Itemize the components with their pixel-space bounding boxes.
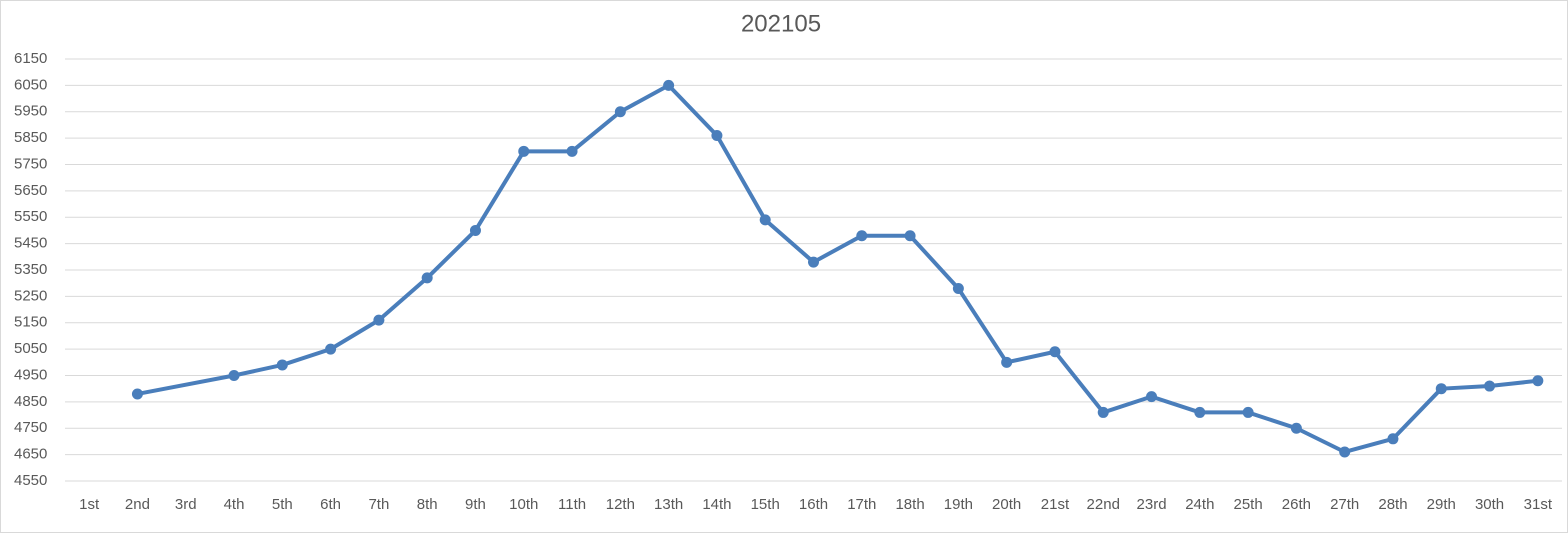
data-point [228,370,240,381]
y-tick-label: 4950 [14,366,47,383]
y-tick-label: 6050 [14,76,47,93]
data-point [566,145,578,157]
data-point [856,230,868,242]
x-tick-label: 24th [1185,496,1214,513]
data-point [518,145,530,157]
data-point [1435,383,1447,395]
y-tick-label: 5150 [14,314,47,331]
y-tick-label: 5850 [14,129,47,146]
x-tick-label: 14th [702,496,731,513]
data-point [469,224,481,236]
x-tick-label: 28th [1378,496,1407,513]
y-tick-label: 5550 [14,208,47,225]
data-point [1001,356,1013,368]
x-tick-label: 1st [79,496,100,513]
x-tick-label: 27th [1330,496,1359,513]
x-tick-label: 31st [1524,496,1553,513]
chart-title: 202105 [741,10,821,37]
x-tick-label: 30th [1475,496,1504,513]
x-tick-label: 22nd [1087,496,1120,513]
data-point [1290,422,1302,434]
y-tick-label: 4750 [14,419,47,436]
y-tick-label: 5050 [14,340,47,357]
y-tick-label: 4850 [14,393,47,410]
y-tick-label: 5650 [14,182,47,199]
x-tick-label: 7th [368,496,389,513]
y-tick-label: 5250 [14,287,47,304]
data-point [952,282,964,294]
x-tick-label: 5th [272,496,293,513]
x-tick-label: 16th [799,496,828,513]
x-tick-label: 12th [606,496,635,513]
data-point [1146,391,1158,403]
x-tick-label: 2nd [125,496,150,513]
x-tick-label: 11th [558,496,586,513]
data-point [131,388,143,400]
x-tick-label: 4th [224,496,245,513]
data-point [1532,375,1544,387]
y-tick-label: 5950 [14,103,47,120]
y-tick-label: 5750 [14,155,47,172]
x-tick-label: 6th [320,496,341,513]
y-tick-label: 5350 [14,261,47,278]
x-tick-label: 10th [509,496,538,513]
x-tick-label: 8th [417,496,438,513]
x-tick-label: 9th [465,496,486,513]
data-point [808,256,819,268]
x-tick-label: 17th [847,496,876,513]
x-tick-label: 19th [944,496,973,513]
x-tick-label: 18th [895,496,924,513]
data-point [373,314,385,326]
x-tick-label: 21st [1041,496,1070,513]
x-tick-label: 23rd [1137,496,1167,513]
data-point [614,106,626,118]
data-point [325,343,337,355]
data-point [904,230,916,242]
data-point [276,359,288,371]
x-tick-label: 13th [654,496,683,513]
y-tick-label: 4550 [14,472,47,489]
data-point [1097,406,1109,418]
x-tick-label: 15th [751,496,780,513]
x-tick-label: 20th [992,496,1021,513]
data-point [421,272,433,284]
x-tick-label: 3rd [175,496,197,513]
data-point [663,79,675,91]
x-tick-label: 25th [1234,496,1263,513]
data-point [1484,380,1496,392]
data-point [711,129,723,141]
data-point [759,214,771,226]
x-tick-label: 29th [1427,496,1456,513]
y-tick-label: 5450 [14,235,47,252]
x-tick-label: 26th [1282,496,1311,513]
data-point [1049,346,1061,358]
data-point [1242,406,1254,418]
data-point [1387,433,1399,445]
y-tick-label: 4650 [14,446,47,463]
y-tick-label: 6150 [14,50,47,67]
data-point [1194,406,1206,418]
data-point [1339,446,1351,458]
